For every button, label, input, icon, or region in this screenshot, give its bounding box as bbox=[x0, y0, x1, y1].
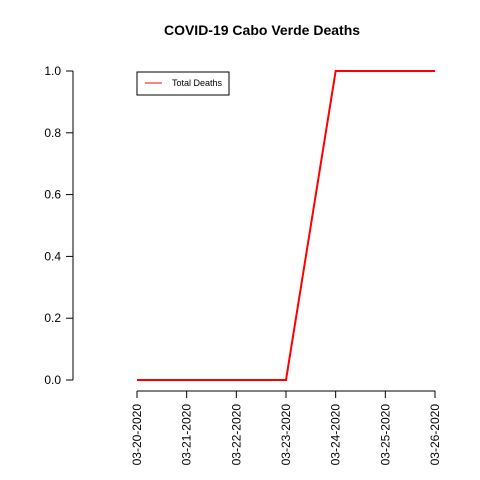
y-tick-label: 0.4 bbox=[44, 249, 61, 263]
y-axis: 0.0 0.2 0.4 0.6 0.8 1.0 bbox=[44, 64, 74, 387]
series-line-total-deaths bbox=[137, 70, 435, 381]
legend-box bbox=[136, 71, 230, 96]
y-tick-label: 0.2 bbox=[44, 311, 61, 325]
x-tick-label: 03-22-2020 bbox=[229, 404, 243, 466]
plot-area bbox=[137, 70, 435, 381]
legend: Total Deaths bbox=[136, 71, 230, 96]
legend-label: Total Deaths bbox=[172, 78, 223, 88]
y-tick-label: 0.6 bbox=[44, 188, 61, 202]
x-tick-label: 03-20-2020 bbox=[130, 404, 144, 466]
x-tick-label: 03-26-2020 bbox=[428, 404, 442, 466]
x-axis: 03-20-2020 03-21-2020 03-22-2020 03-23-2020… bbox=[130, 390, 442, 466]
y-tick-label: 0.0 bbox=[44, 373, 61, 387]
chart-title: COVID-19 Cabo Verde Deaths bbox=[164, 22, 360, 38]
y-tick-label: 0.8 bbox=[44, 126, 61, 140]
x-tick-label: 03-24-2020 bbox=[329, 404, 343, 466]
y-tick-label: 1.0 bbox=[44, 64, 61, 78]
x-tick-label: 03-25-2020 bbox=[378, 404, 392, 466]
x-tick-label: 03-23-2020 bbox=[279, 404, 293, 466]
x-tick-label: 03-21-2020 bbox=[180, 404, 194, 466]
